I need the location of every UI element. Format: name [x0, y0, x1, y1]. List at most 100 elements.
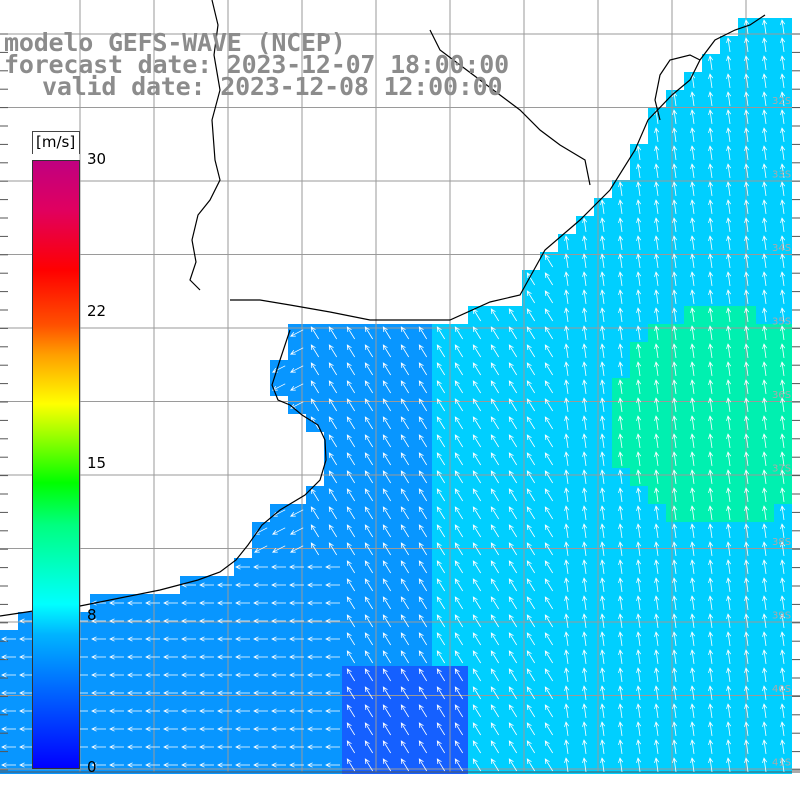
wind-arrow	[472, 650, 482, 664]
wind-arrow	[307, 762, 322, 768]
wind-arrow	[762, 433, 768, 448]
wind-arrow	[436, 524, 446, 538]
wind-arrow	[217, 672, 232, 678]
wind-arrow	[418, 506, 428, 520]
wind-arrow	[544, 452, 554, 466]
wind-arrow	[618, 397, 624, 412]
wind-arrow	[672, 145, 678, 160]
wind-arrow	[636, 271, 642, 286]
wind-arrow	[780, 559, 786, 574]
coastline	[0, 0, 766, 617]
wind-arrow	[780, 505, 786, 520]
wind-arrow	[454, 596, 464, 610]
wind-arrow	[163, 672, 178, 678]
wind-arrow	[364, 614, 374, 628]
wind-arrow	[181, 618, 196, 624]
wind-arrow	[109, 708, 124, 714]
wind-arrow	[582, 667, 588, 682]
wind-arrow	[346, 416, 356, 430]
wind-arrow	[307, 672, 322, 678]
wind-arrow	[726, 631, 732, 646]
wind-arrow	[762, 613, 768, 628]
wind-arrow	[600, 253, 606, 268]
wind-arrow	[544, 614, 554, 628]
colorbar-tick-label: 22	[87, 302, 107, 320]
wind-arrow	[490, 488, 500, 502]
wind-arrow	[762, 253, 768, 268]
wind-arrow	[708, 757, 714, 772]
wind-arrow	[636, 721, 642, 736]
wind-arrow	[582, 397, 588, 412]
wind-arrow	[636, 289, 642, 304]
wind-arrow	[526, 308, 536, 322]
wind-arrow	[708, 523, 714, 538]
wind-arrow	[762, 631, 768, 646]
wind-arrow	[654, 739, 660, 754]
wind-arrow	[726, 469, 732, 484]
wind-arrow	[310, 398, 320, 412]
wind-arrow	[672, 721, 678, 736]
wind-arrow	[526, 344, 536, 358]
wind-arrow	[726, 289, 732, 304]
wind-arrow	[744, 325, 750, 340]
wind-arrow	[346, 434, 356, 448]
wind-arrow	[708, 739, 714, 754]
wind-arrow	[618, 595, 624, 610]
wind-arrow	[690, 595, 696, 610]
wind-arrow	[454, 578, 464, 592]
wind-arrow	[217, 708, 232, 714]
wind-arrow	[91, 672, 106, 678]
wind-arrow	[600, 397, 606, 412]
wind-arrow	[235, 600, 250, 606]
wind-arrow	[454, 362, 464, 376]
wind-arrow	[328, 434, 338, 448]
wind-arrow	[672, 325, 678, 340]
wind-arrow	[400, 722, 410, 736]
wind-arrow	[109, 690, 124, 696]
wind-arrow	[672, 253, 678, 268]
wind-arrow	[744, 757, 750, 772]
wind-arrow	[780, 631, 786, 646]
wind-arrow	[271, 383, 286, 391]
wind-arrow	[181, 672, 196, 678]
wind-arrow	[289, 600, 304, 606]
wind-arrow	[289, 672, 304, 678]
wind-arrow	[708, 289, 714, 304]
wind-arrow	[672, 397, 678, 412]
wind-arrow	[472, 578, 482, 592]
wind-arrow	[744, 613, 750, 628]
wind-arrow	[490, 398, 500, 412]
wind-arrow	[582, 739, 588, 754]
wind-arrow	[526, 722, 536, 736]
wind-arrow	[564, 649, 570, 664]
wind-arrow	[310, 524, 320, 538]
wind-arrow	[672, 217, 678, 232]
wind-arrow	[690, 721, 696, 736]
wind-arrow	[145, 618, 160, 624]
wind-arrow	[325, 672, 340, 678]
wind-arrow	[618, 253, 624, 268]
wind-arrow	[418, 560, 428, 574]
wind-arrow	[400, 344, 410, 358]
wind-arrow	[508, 488, 518, 502]
wind-arrow	[672, 703, 678, 718]
wind-arrow	[544, 308, 554, 322]
wind-arrow	[582, 703, 588, 718]
wind-arrow	[544, 416, 554, 430]
wind-arrow	[436, 326, 446, 340]
wind-arrow	[744, 415, 750, 430]
wind-arrow	[672, 739, 678, 754]
wind-arrow	[526, 272, 536, 286]
wind-arrow	[762, 289, 768, 304]
wind-arrow	[636, 325, 642, 340]
wind-arrow	[271, 672, 286, 678]
wind-arrow	[690, 739, 696, 754]
wind-arrow	[364, 380, 374, 394]
wind-arrow	[780, 127, 786, 142]
wind-arrow	[780, 217, 786, 232]
wind-arrow	[636, 757, 642, 772]
wind-arrow	[690, 685, 696, 700]
wind-arrow	[235, 744, 250, 750]
wind-arrow	[253, 545, 268, 553]
wind-arrow	[564, 397, 570, 412]
